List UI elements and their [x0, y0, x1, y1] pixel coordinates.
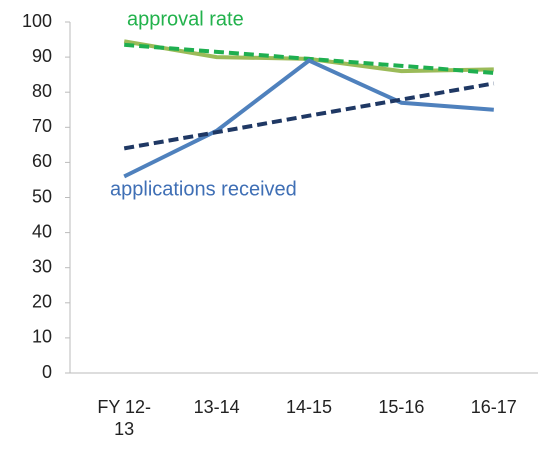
y-tick-label: 100 [22, 11, 52, 31]
y-tick-label: 50 [32, 186, 52, 206]
x-tick-label: FY 12-13 [97, 397, 152, 439]
y-tick-label: 70 [32, 116, 52, 136]
y-tick-label: 80 [32, 81, 52, 101]
x-tick-label: 14-15 [285, 397, 333, 417]
x-tick-label: 16-17 [470, 397, 517, 417]
y-tick-label: 20 [32, 292, 52, 312]
x-tick-label: 15-16 [378, 397, 425, 417]
series-line [123, 58, 494, 179]
y-tick-label: 0 [42, 362, 52, 382]
y-tick-label: 30 [32, 256, 52, 276]
series-label: approval rate [127, 8, 244, 30]
series-line [123, 81, 495, 151]
series-line [123, 39, 494, 74]
y-tick-label: 40 [32, 221, 52, 241]
y-tick-label: 90 [32, 46, 52, 66]
series-label: applications received [110, 178, 297, 200]
y-tick-label: 10 [32, 327, 52, 347]
x-tick-label: 13-14 [193, 397, 240, 417]
y-tick-label: 60 [32, 151, 52, 171]
